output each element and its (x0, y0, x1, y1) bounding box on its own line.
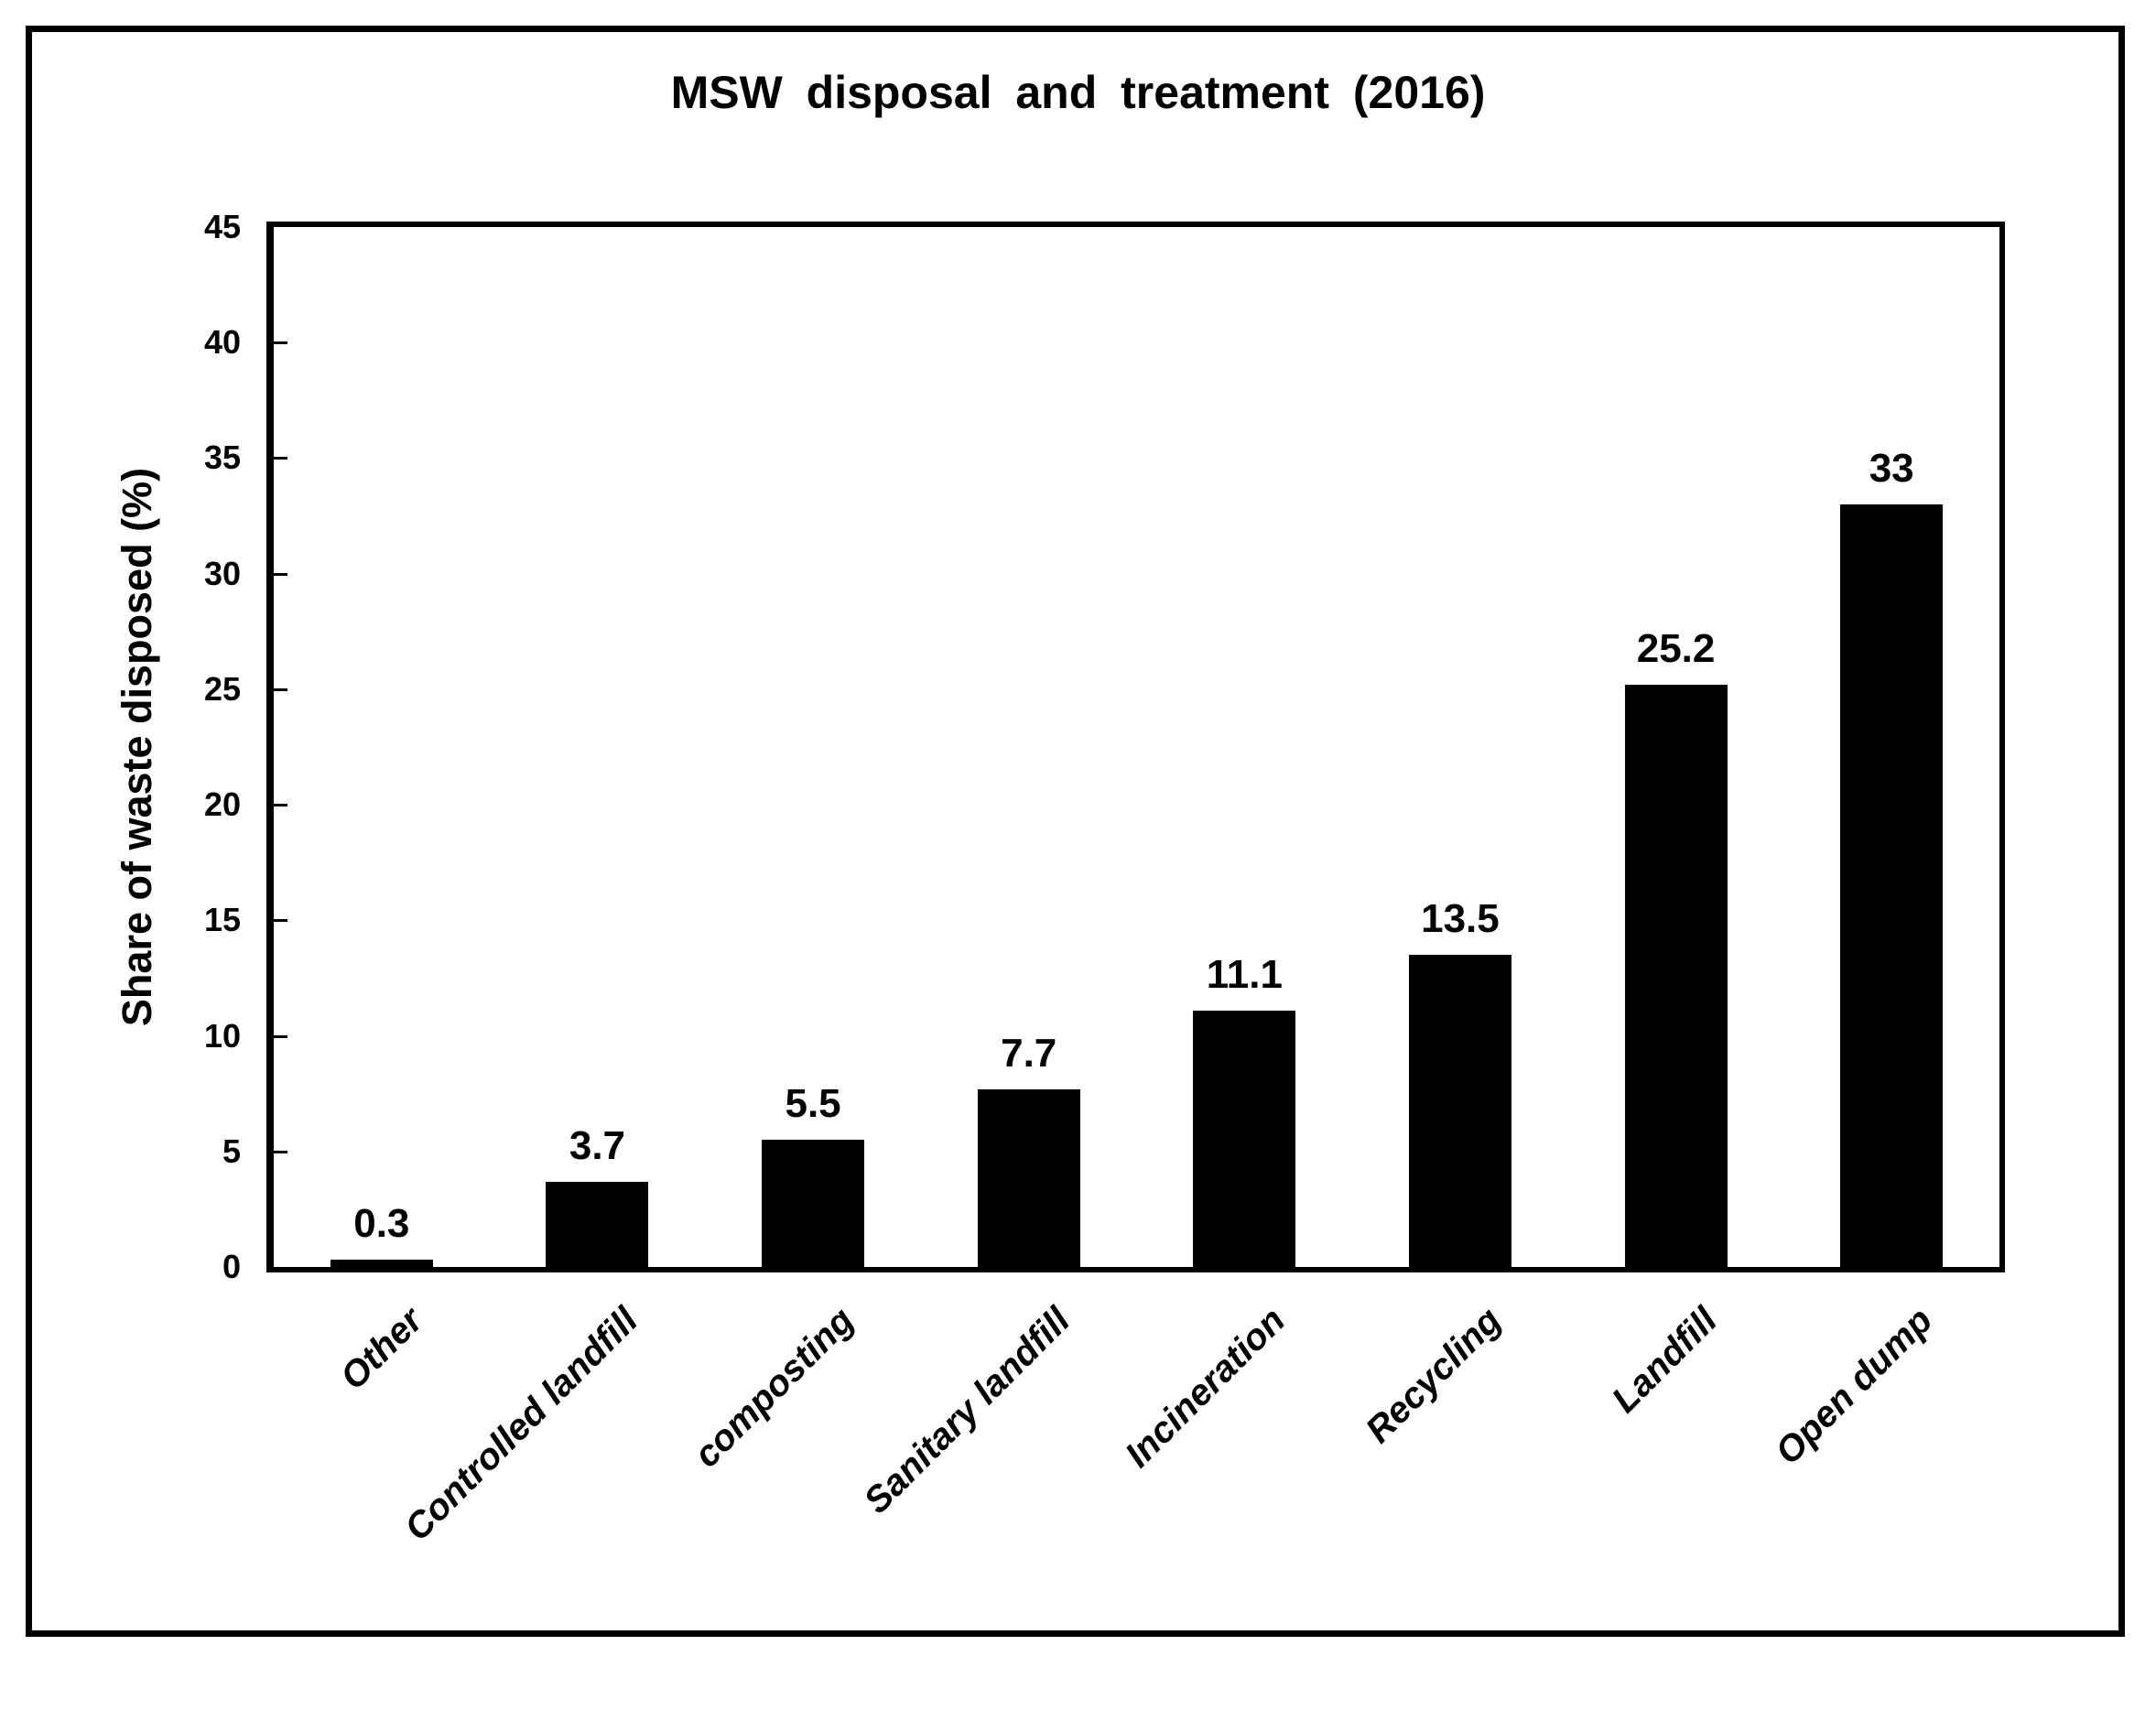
y-tick (274, 572, 287, 576)
bar (977, 1088, 1080, 1267)
y-tick (274, 919, 287, 923)
bar (330, 1260, 433, 1267)
y-tick (274, 1034, 287, 1038)
y-tick-label: 15 (203, 901, 241, 939)
bar (762, 1140, 865, 1267)
bar-value-label: 11.1 (1206, 951, 1283, 997)
y-tick-label: 25 (203, 669, 241, 708)
y-tick (274, 1150, 287, 1153)
bar-value-label: 13.5 (1421, 896, 1500, 942)
bar (546, 1181, 649, 1267)
y-tick-label: 5 (222, 1131, 241, 1170)
y-tick-label: 20 (203, 785, 241, 824)
plot-area-frame (266, 222, 2005, 1272)
y-tick (274, 687, 287, 691)
bar (1840, 503, 1944, 1267)
bar-value-label: 0.3 (353, 1201, 410, 1247)
bar (1624, 684, 1728, 1267)
y-tick-label: 0 (222, 1248, 241, 1285)
bar-value-label: 25.2 (1636, 625, 1716, 671)
figure-border (26, 26, 2125, 1637)
bar-value-label: 5.5 (785, 1081, 841, 1127)
bar-value-label: 3.7 (569, 1122, 626, 1168)
bar-value-label: 7.7 (1001, 1030, 1057, 1076)
y-tick-label: 40 (203, 323, 241, 362)
y-axis-title: Share of waste disposed (%) (114, 467, 160, 1027)
y-tick-label: 35 (203, 438, 241, 477)
y-tick (274, 341, 287, 345)
bar-value-label: 33 (1869, 445, 1914, 491)
y-tick-label: 10 (203, 1016, 241, 1055)
y-tick (274, 804, 287, 807)
y-tick-label: 45 (203, 208, 241, 245)
y-tick (274, 457, 287, 460)
bar (1408, 955, 1511, 1267)
chart-figure: MSW disposal and treatment (2016) Share … (26, 26, 2125, 1637)
chart-title: MSW disposal and treatment (2016) (670, 67, 1486, 118)
bar (1193, 1010, 1296, 1267)
y-tick-label: 30 (203, 554, 241, 592)
